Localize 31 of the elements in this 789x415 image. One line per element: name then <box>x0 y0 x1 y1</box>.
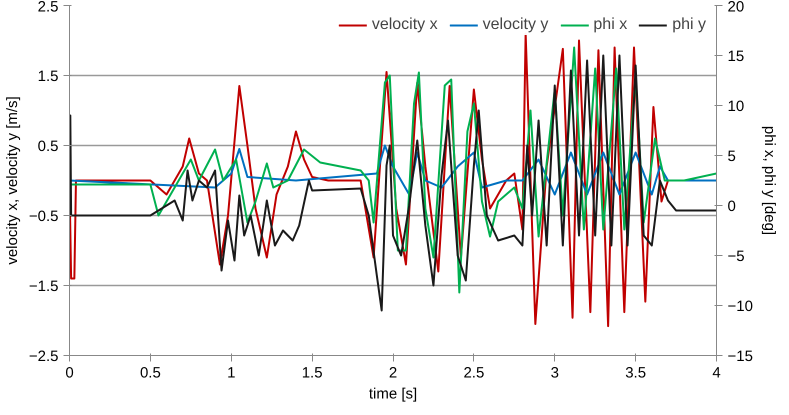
x-tick-label: 2.5 <box>463 364 484 382</box>
y2-tick-label: 20 <box>728 0 744 16</box>
y-tick-label: −0.5 <box>28 208 59 225</box>
x-axis-title: time [s] <box>368 386 418 402</box>
x-tick-label: 3 <box>550 364 559 382</box>
y2-tick-label: −10 <box>728 298 753 315</box>
y-tick-label: 2.5 <box>38 0 59 16</box>
legend-label: velocity x <box>372 16 438 34</box>
y-tick-label: −2.5 <box>28 348 59 365</box>
y2-tick-label: 0 <box>728 198 736 215</box>
legend-label: phi y <box>672 16 706 34</box>
y2-tick-label: −5 <box>728 248 745 265</box>
legend-label: velocity y <box>482 16 548 34</box>
x-tick-label: 4 <box>712 364 721 382</box>
y2-tick-label: 15 <box>728 48 744 65</box>
y-tick-label: 0.5 <box>38 138 59 155</box>
x-tick-label: 0 <box>65 364 74 382</box>
x-tick-label: 2 <box>388 364 398 382</box>
legend-label: phi x <box>593 16 628 34</box>
x-tick-label: 1 <box>227 364 236 382</box>
y2-tick-label: −15 <box>728 348 753 365</box>
x-tick-label: 3.5 <box>625 364 646 382</box>
x-tick-label: 0.5 <box>140 364 161 382</box>
line-series <box>70 144 716 196</box>
y-tick-label: −1.5 <box>28 278 59 295</box>
y2-axis-title: phi x, phi y [deg] <box>760 126 778 236</box>
x-tick-label: 1.5 <box>302 364 323 382</box>
y-tick-label: 1.5 <box>38 68 59 85</box>
y-axis-title: velocity x, velocity y [m/s] <box>4 96 21 265</box>
y2-tick-label: 10 <box>728 98 744 115</box>
y2-tick-label: 5 <box>728 148 736 165</box>
